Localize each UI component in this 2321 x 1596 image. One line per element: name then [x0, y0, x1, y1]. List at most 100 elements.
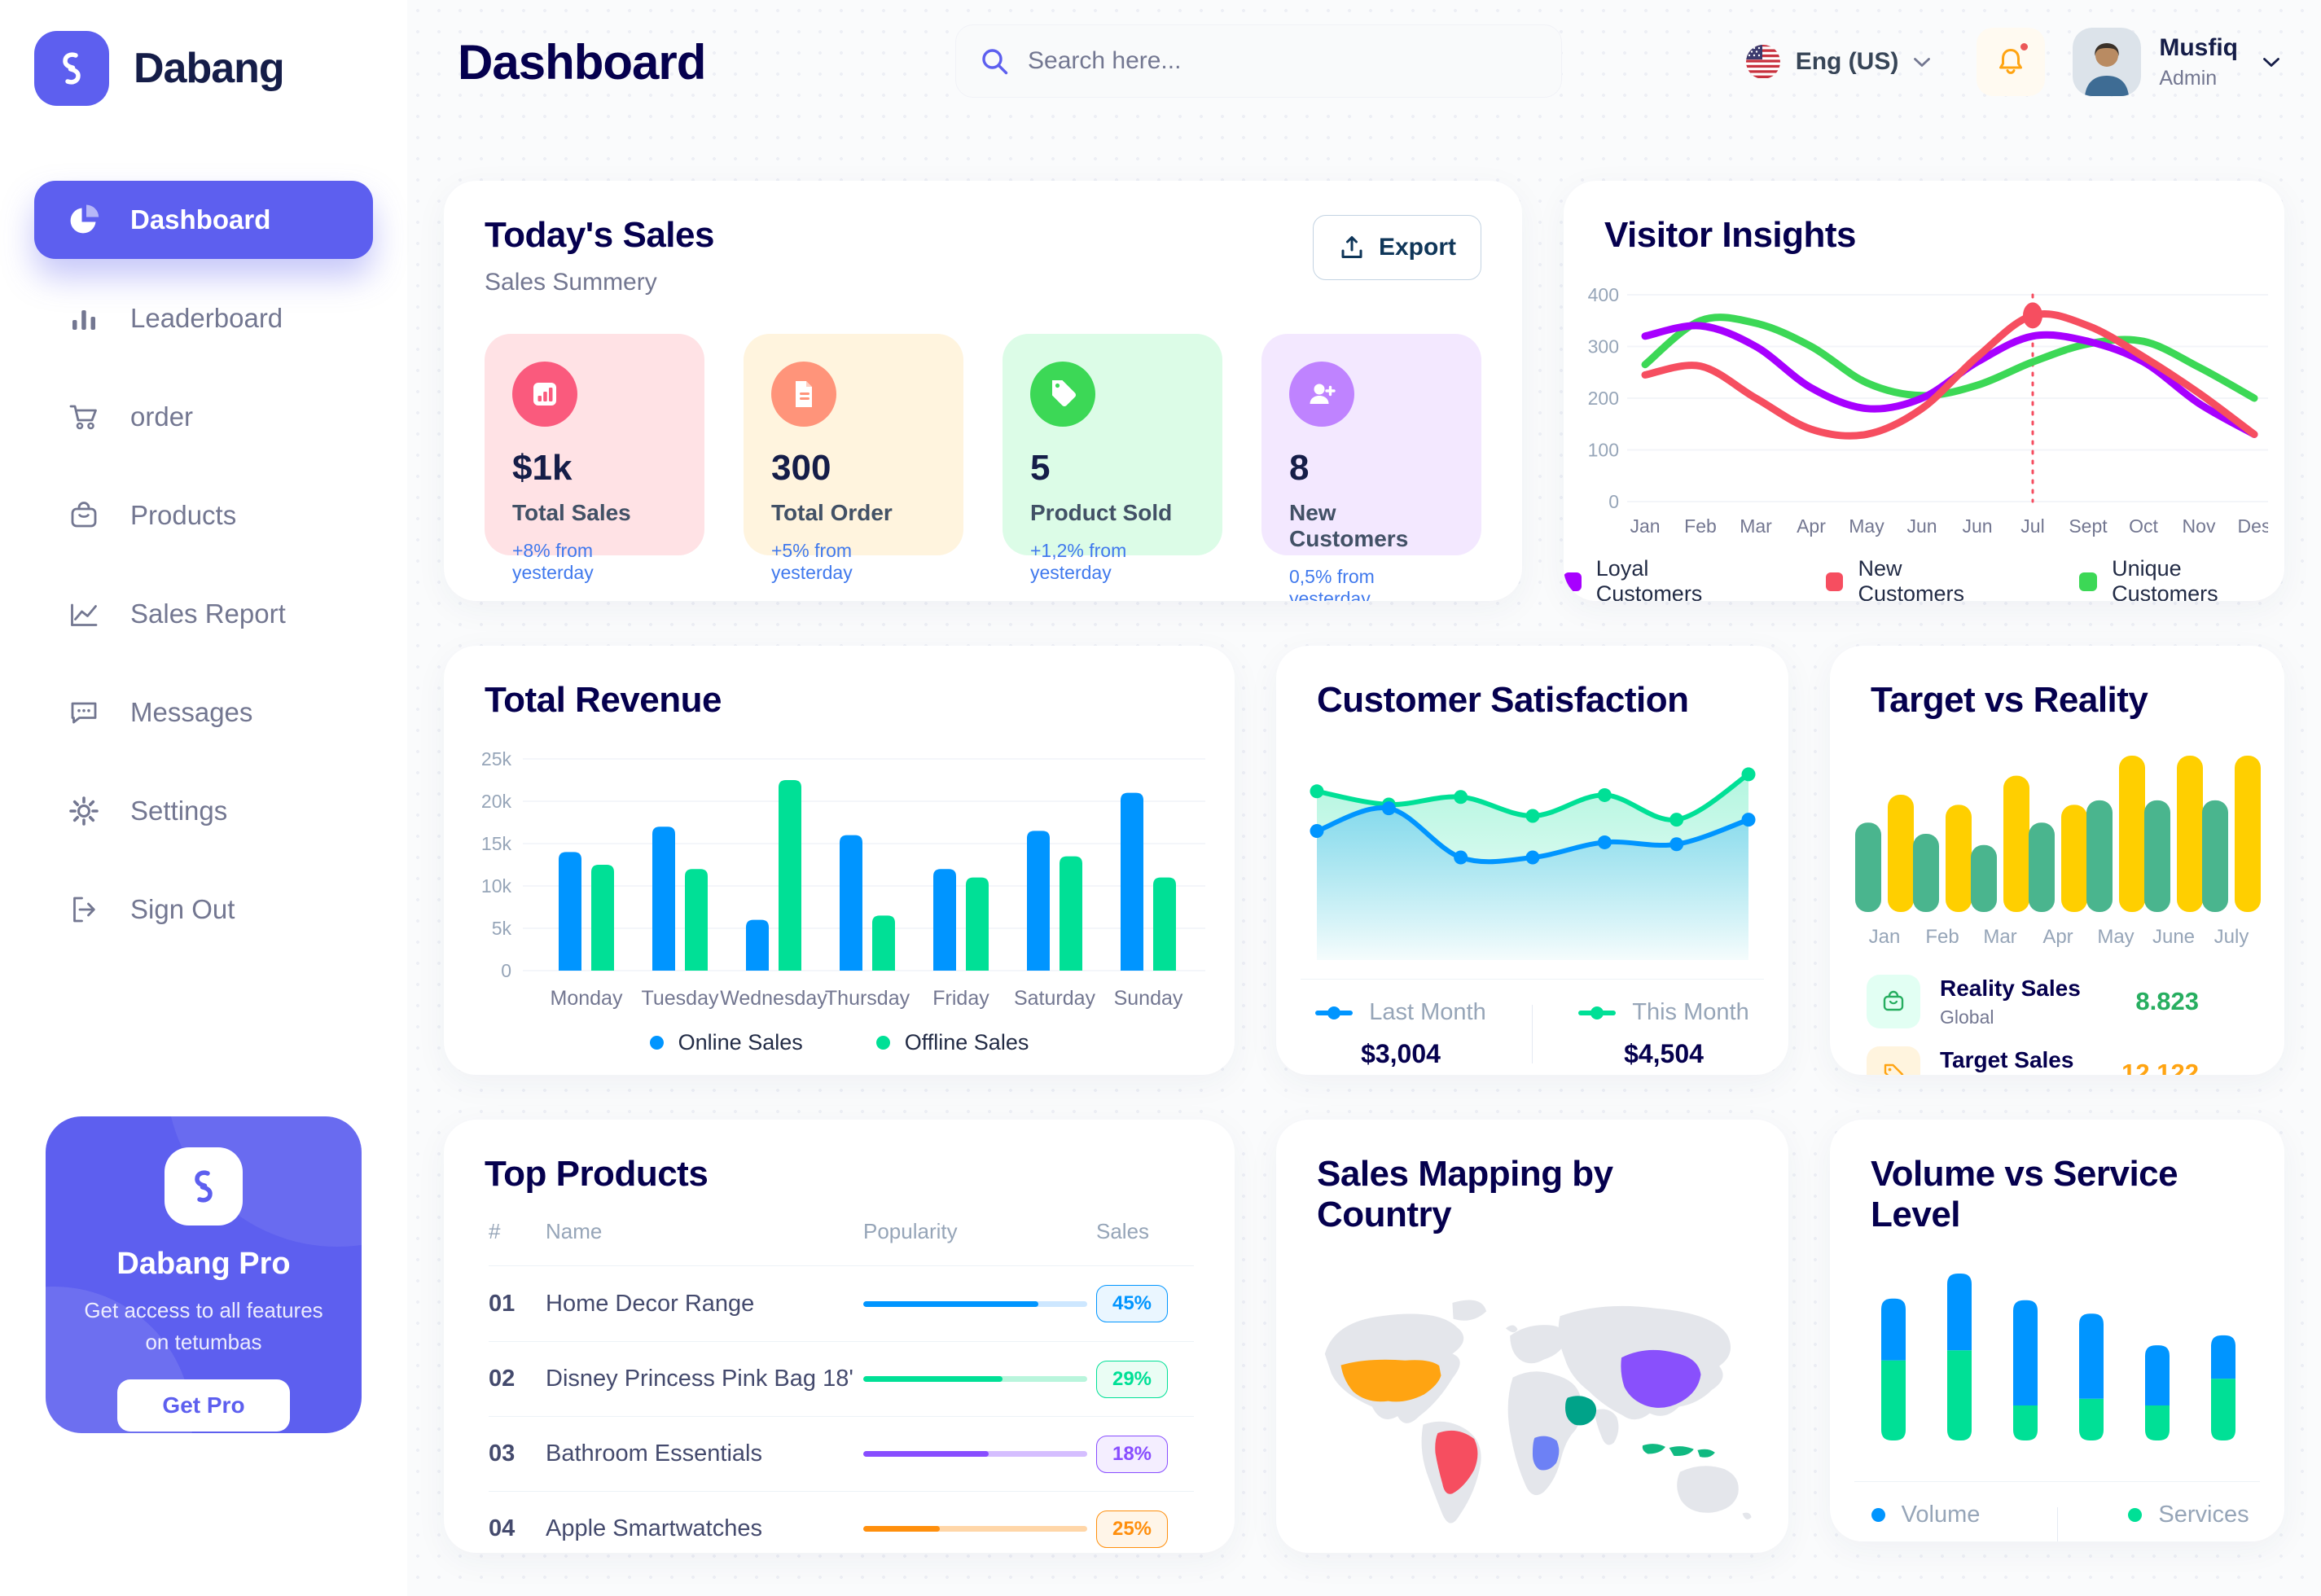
svg-text:5k: 5k: [492, 918, 512, 939]
customer-satisfaction-card: Customer Satisfaction Last Month $3,004 Th…: [1276, 646, 1788, 1075]
user-info: Musfiq Admin: [2159, 34, 2238, 90]
bar-chart-icon: [65, 300, 103, 337]
svg-text:Monday: Monday: [551, 987, 623, 1010]
sidebar-item-dashboard[interactable]: Dashboard: [34, 181, 373, 259]
svg-text:400: 400: [1588, 284, 1619, 305]
search-icon: [979, 46, 1010, 77]
stat-delta: +8% from yesterday: [512, 540, 594, 583]
svg-text:Mar: Mar: [1983, 926, 2016, 948]
visitor-insights-chart: 0 100 200 300 400 Jan Feb Mar Apr May Jun Jun Jul Sep…: [1588, 284, 2268, 537]
svg-text:Wednesday: Wednesday: [720, 987, 827, 1010]
chevron-down-icon[interactable]: [2262, 57, 2280, 68]
customer-satisfaction-chart: [1310, 767, 1756, 960]
main-content: Dashboard Eng (US) Musfiq Admin Today's …: [407, 0, 2321, 1596]
chevron-down-icon: [1913, 57, 1931, 68]
svg-text:Jul: Jul: [2020, 515, 2044, 537]
legend-dot: [649, 1036, 664, 1050]
product-row: 04 Apple Smartwatches 25%: [489, 1491, 1194, 1553]
legend-divider: [2056, 1507, 2058, 1541]
total-revenue-legend: Online Sales Offline Sales: [444, 1030, 1235, 1055]
brand-name: Dabang: [134, 45, 285, 92]
svg-text:Apr: Apr: [1797, 515, 1826, 537]
divider: [1854, 1481, 2260, 1482]
avatar[interactable]: [2073, 28, 2142, 96]
sidebar-item-messages[interactable]: Messages: [34, 673, 373, 752]
legend-item: Services635: [2104, 1502, 2275, 1541]
legend-divider: [1532, 1005, 1533, 1063]
volume-service-card: Volume vs Service Level Volume1,135 Servi…: [1830, 1120, 2284, 1541]
stat-order-icon: [771, 362, 836, 427]
stat-delta: +1,2% from yesterday: [1030, 540, 1127, 583]
stat-value: $1k: [512, 448, 573, 488]
svg-text:25k: 25k: [481, 748, 512, 770]
notification-dot: [2018, 41, 2031, 53]
svg-text:Sunday: Sunday: [1114, 987, 1183, 1010]
legend-value: 12.122: [2121, 1059, 2199, 1075]
legend-dot: [2128, 1508, 2143, 1522]
sidebar-item-settings[interactable]: Settings: [34, 772, 373, 850]
svg-text:Jun: Jun: [1906, 515, 1937, 537]
todays-sales-card: Today's Sales Sales Summery Export $1k T…: [444, 181, 1522, 601]
svg-text:Tuesday: Tuesday: [642, 987, 719, 1010]
svg-text:Des: Des: [2238, 515, 2268, 537]
product-row: 02 Disney Princess Pink Bag 18' 29%: [489, 1341, 1194, 1416]
bag-small-icon: [1867, 975, 1920, 1028]
product-name: Apple Smartwatches: [546, 1515, 762, 1541]
sales-badge: 29%: [1096, 1360, 1168, 1398]
stat-cards: $1k Total Sales +8% from yesterday 300 T…: [485, 334, 1481, 601]
search-input[interactable]: [1028, 47, 1538, 75]
product-name: Disney Princess Pink Bag 18': [546, 1366, 853, 1392]
legend-swatch: [2079, 572, 2098, 591]
sidebar-menu: Dashboard Leaderboard order Products Sales R…: [0, 181, 407, 949]
get-pro-button[interactable]: Get Pro: [117, 1379, 290, 1432]
stat-label: Total Order: [771, 500, 893, 525]
target-vs-reality-card: Target vs Reality Jan Feb Mar Apr May June Jul…: [1830, 646, 2284, 1075]
product-rank: 02: [489, 1366, 516, 1392]
signout-icon: [65, 891, 103, 928]
product-row: 03 Bathroom Essentials 18%: [489, 1416, 1194, 1491]
svg-text:July: July: [2214, 926, 2249, 948]
svg-text:Thursday: Thursday: [825, 987, 910, 1010]
stat-card-total-sales: $1k Total Sales +8% from yesterday: [485, 334, 704, 583]
sidebar-item-products[interactable]: Products: [34, 476, 373, 555]
header-right: Eng (US) Musfiq Admin: [1745, 24, 2280, 99]
legend-row-reality-sales: Reality Sales Global 8.823: [1867, 975, 2248, 1028]
product-name: Home Decor Range: [546, 1290, 755, 1317]
stat-tag-icon: [1030, 362, 1095, 427]
stat-user-icon: [1289, 362, 1354, 427]
sales-mapping-title: Sales Mapping by Country: [1317, 1154, 1613, 1234]
page-title: Dashboard: [458, 35, 706, 90]
product-row: 01 Home Decor Range 45%: [489, 1266, 1194, 1341]
sidebar-item-sign-out[interactable]: Sign Out: [34, 870, 373, 949]
todays-sales-subtitle: Sales Summery: [485, 269, 657, 296]
tag-small-icon: [1867, 1046, 1920, 1075]
svg-text:Mar: Mar: [1740, 515, 1772, 537]
sidebar: Dabang Dashboard Leaderboard order Products…: [0, 0, 407, 1596]
sales-badge: 18%: [1096, 1435, 1168, 1473]
svg-text:June: June: [2152, 926, 2195, 948]
sidebar-item-order[interactable]: order: [34, 378, 373, 456]
legend-swatch: [1825, 572, 1844, 591]
stat-label: Product Sold: [1030, 500, 1173, 525]
cart-icon: [65, 398, 103, 436]
todays-sales-title: Today's Sales: [485, 215, 714, 255]
svg-text:200: 200: [1588, 388, 1619, 409]
export-icon: [1338, 234, 1366, 261]
legend-item: Last Month $3,004: [1315, 999, 1486, 1069]
stat-card-total-order: 300 Total Order +5% from yesterday: [744, 334, 963, 583]
target-vs-reality-chart: Jan Feb Mar Apr May June July: [1855, 756, 2261, 948]
notification-button[interactable]: [1977, 28, 2046, 96]
sidebar-item-sales-report[interactable]: Sales Report: [34, 575, 373, 653]
product-name: Bathroom Essentials: [546, 1440, 762, 1467]
popularity-bar: [863, 1300, 1087, 1307]
svg-text:Oct: Oct: [2129, 515, 2158, 537]
product-rank: 04: [489, 1515, 516, 1541]
legend-item: Online Sales: [649, 1030, 803, 1055]
language-selector[interactable]: Eng (US): [1745, 44, 1932, 80]
search-bar[interactable]: [955, 24, 1562, 98]
svg-text:20k: 20k: [481, 791, 512, 812]
sidebar-item-leaderboard[interactable]: Leaderboard: [34, 279, 373, 357]
legend-item: This Month $4,504: [1578, 999, 1749, 1069]
export-button[interactable]: Export: [1312, 215, 1481, 280]
svg-text:0: 0: [1608, 491, 1619, 512]
